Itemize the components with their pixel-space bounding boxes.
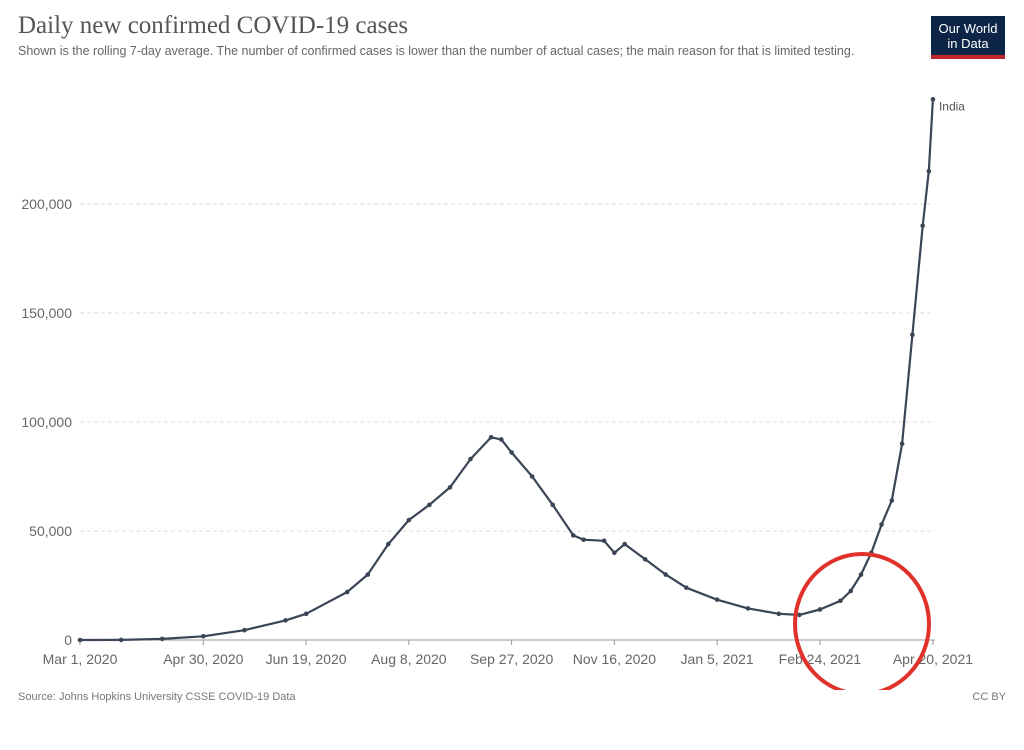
data-point (879, 522, 884, 527)
data-point (283, 618, 288, 623)
data-point (509, 450, 514, 455)
x-tick-label: Apr 30, 2020 (163, 651, 243, 667)
data-point (663, 572, 669, 577)
data-point (601, 538, 607, 544)
data-point (385, 541, 391, 547)
data-point (77, 637, 83, 643)
data-point (488, 434, 494, 440)
data-point (344, 589, 350, 595)
data-point (745, 606, 751, 611)
data-point (899, 441, 905, 447)
data-point (920, 223, 925, 229)
y-tick-label: 200,000 (21, 196, 72, 212)
data-point (201, 633, 206, 639)
x-tick-label: Feb 24, 2021 (779, 651, 862, 667)
series-line-india (79, 99, 934, 642)
data-point (550, 502, 556, 508)
data-point (468, 456, 473, 462)
annotation-layer (793, 552, 931, 690)
data-point (838, 598, 843, 604)
data-point (889, 498, 895, 503)
x-tick-label: Sep 27, 2020 (470, 651, 554, 667)
owid-logo[interactable]: Our World in Data (931, 16, 1005, 59)
data-point (848, 588, 854, 594)
data-point (714, 597, 720, 602)
axis-layer: 0 50,000 100,000 150,000 200,000 Mar 1, 2020 A… (21, 196, 973, 667)
data-point (776, 611, 782, 617)
data-point (684, 585, 689, 590)
logo-line-2: in Data (947, 36, 989, 51)
data-point (926, 169, 932, 174)
x-tick-label: Mar 1, 2020 (43, 651, 118, 667)
data-point (858, 572, 864, 577)
data-point (642, 557, 648, 562)
data-point (612, 550, 617, 556)
y-tick-label: 0 (64, 632, 72, 648)
x-tick-label: Nov 16, 2020 (573, 651, 656, 667)
logo-line-1: Our World (938, 21, 998, 36)
line-chart: 0 50,000 100,000 150,000 200,000 Mar 1, 2020 A… (21, 97, 973, 690)
data-point (817, 607, 823, 612)
data-point (930, 97, 936, 102)
data-point (529, 474, 535, 479)
x-tick-label: Aug 8, 2020 (371, 651, 447, 667)
data-point (242, 627, 247, 633)
y-tick-label: 50,000 (29, 523, 72, 539)
x-tick-label: Apr 20, 2021 (893, 651, 973, 667)
x-tick-label: Jun 19, 2020 (266, 651, 347, 667)
series-label-india: India (939, 99, 965, 113)
data-point (427, 502, 432, 508)
data-point (365, 572, 371, 577)
data-point (581, 537, 586, 543)
data-point (910, 332, 915, 338)
data-point (118, 637, 124, 643)
y-tick-label: 150,000 (21, 305, 72, 321)
chart-subtitle: Shown is the rolling 7-day average. The … (18, 44, 855, 58)
chart-title: Daily new confirmed COVID-19 cases (18, 12, 409, 39)
data-point (406, 517, 412, 523)
data-point (622, 541, 627, 547)
data-point (797, 612, 802, 618)
data-point (159, 636, 165, 642)
data-point (499, 437, 504, 442)
y-tick-label: 100,000 (21, 414, 72, 430)
data-point (570, 533, 576, 538)
highlight-circle (793, 552, 931, 690)
license-link[interactable]: CC BY (972, 691, 1006, 703)
data-point (447, 485, 453, 490)
x-tick-label: Jan 5, 2021 (681, 651, 754, 667)
grid-layer (80, 203, 935, 532)
data-point (303, 611, 309, 617)
source-note: Source: Johns Hopkins University CSSE CO… (18, 691, 296, 703)
